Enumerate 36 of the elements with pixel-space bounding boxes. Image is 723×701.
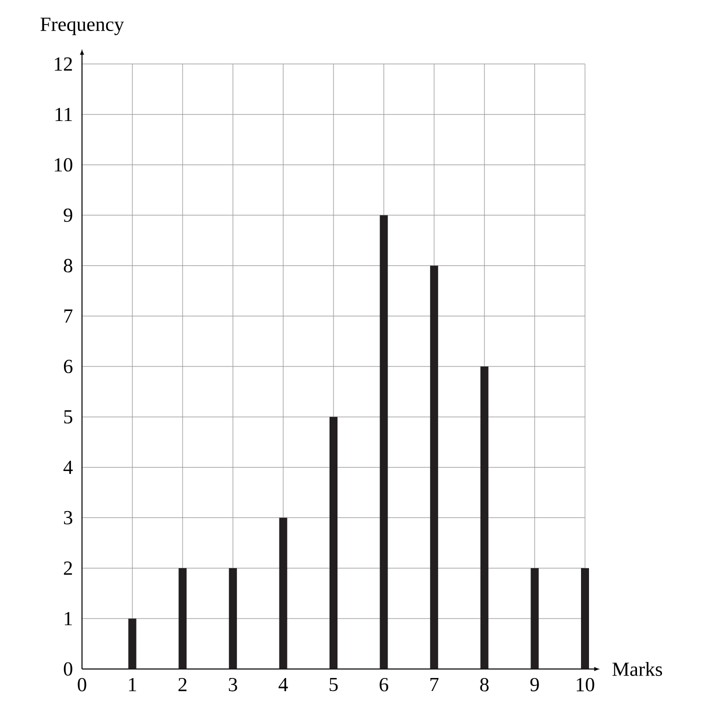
x-tick-label: 3 [228,678,238,692]
bar [581,568,590,669]
x-tick-label: 5 [330,678,338,692]
y-tick-label: 4 [63,460,73,474]
y-tick-label: 9 [64,208,72,222]
y-tick-label: 1 [64,612,72,626]
x-tick-label: 4 [278,678,288,692]
x-tick-label: 6 [380,678,388,692]
x-tick-label: 0 [78,678,86,692]
bar [279,518,288,669]
x-tick-label: 7 [430,678,439,691]
x-tick-label: 1 [129,678,136,692]
bar [330,416,338,669]
y-tick-label: 6 [64,360,72,374]
y-tick-label: 5 [64,410,72,424]
x-tick-label: 8 [480,678,489,692]
y-tick-label: 11 [56,108,72,121]
x-axis-title: Marks [612,662,662,676]
bar [530,568,539,669]
y-tick-label: 2 [64,562,72,575]
x-tick-label: 2 [178,678,186,692]
y-axis-title: Frequency [40,18,124,36]
bar [228,568,237,669]
x-tick-label: 9 [530,678,539,692]
y-tick-label: 3 [64,511,72,524]
bar [178,568,187,669]
y-tick-label: 7 [64,310,72,323]
y-tick-label: 10 [54,158,72,172]
y-tick-label: 0 [64,662,72,676]
bar [480,366,488,669]
bar [380,215,388,669]
bar [430,266,438,669]
bar [128,618,136,669]
y-tick-label: 12 [54,57,72,71]
x-tick-label: 10 [576,678,594,692]
y-tick-label: 8 [64,258,72,272]
